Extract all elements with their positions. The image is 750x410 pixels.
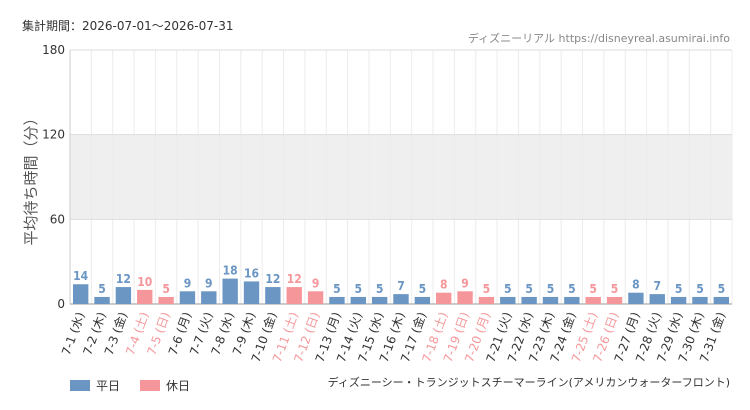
value-label: 9 (312, 276, 320, 290)
bar (265, 287, 281, 304)
value-label: 16 (244, 266, 259, 280)
value-label: 9 (461, 276, 469, 290)
bar (692, 296, 708, 304)
legend-label: 平日 (96, 379, 120, 393)
value-label: 5 (419, 282, 427, 296)
bar (521, 296, 537, 304)
value-label: 5 (718, 282, 726, 296)
value-label: 12 (287, 272, 302, 286)
bar (137, 289, 153, 304)
bar (243, 281, 260, 304)
bar (542, 296, 559, 304)
legend-swatch (70, 380, 90, 391)
value-label: 10 (137, 275, 152, 289)
value-label: 5 (504, 282, 512, 296)
bar (286, 287, 302, 304)
y-tick-label: 0 (57, 297, 65, 311)
value-label: 5 (376, 282, 384, 296)
bar (585, 296, 601, 304)
bar (457, 291, 473, 304)
value-label: 5 (162, 282, 170, 296)
value-label: 5 (589, 282, 597, 296)
bar (436, 292, 452, 304)
value-label: 5 (696, 282, 704, 296)
value-label: 5 (525, 282, 533, 296)
value-label: 5 (547, 282, 555, 296)
value-label: 5 (483, 282, 491, 296)
bar (222, 278, 238, 304)
bar (94, 296, 110, 304)
bar (115, 287, 132, 304)
bar (670, 296, 687, 304)
y-tick-label: 60 (50, 212, 65, 226)
bar (649, 294, 665, 304)
value-label: 5 (611, 282, 619, 296)
bar (201, 291, 217, 304)
bar (564, 296, 580, 304)
value-label: 8 (440, 278, 448, 292)
bar (158, 296, 174, 304)
value-label: 9 (184, 276, 192, 290)
value-label: 5 (98, 282, 106, 296)
value-label: 5 (355, 282, 363, 296)
value-label: 7 (654, 279, 662, 293)
value-label: 18 (223, 264, 238, 278)
source: ディズニーリアル https://disneyreal.asumirai.inf… (468, 31, 730, 45)
bar (500, 296, 516, 304)
legend-label: 休日 (166, 379, 190, 393)
value-label: 9 (205, 276, 213, 290)
value-label: 7 (397, 279, 405, 293)
bar (628, 292, 644, 304)
shaded-band (70, 134, 732, 220)
value-label: 14 (73, 269, 89, 283)
bar (350, 296, 366, 304)
value-label: 5 (675, 282, 683, 296)
y-axis-label: 平均待ち時間（分） (22, 110, 40, 245)
bar (713, 296, 730, 304)
legend-swatch (140, 380, 160, 391)
value-label: 5 (568, 282, 576, 296)
bar (393, 294, 409, 304)
chart-title: 集計期間：2026-07-01〜2026-07-31 (22, 18, 233, 33)
value-label: 12 (265, 272, 280, 286)
bar (371, 296, 388, 304)
bar (478, 296, 495, 304)
attraction-name: ディズニーシー・トランジットスチーマーライン(アメリカンウォーターフロント) (328, 375, 730, 389)
bar (307, 291, 324, 304)
value-label: 8 (632, 278, 640, 292)
bar (329, 296, 345, 304)
bar (606, 296, 623, 304)
value-label: 5 (333, 282, 341, 296)
y-tick-label: 180 (42, 43, 65, 57)
bar (414, 296, 431, 304)
bar (179, 291, 196, 304)
y-tick-label: 120 (42, 128, 65, 142)
bar (72, 284, 89, 304)
value-label: 12 (116, 272, 131, 286)
